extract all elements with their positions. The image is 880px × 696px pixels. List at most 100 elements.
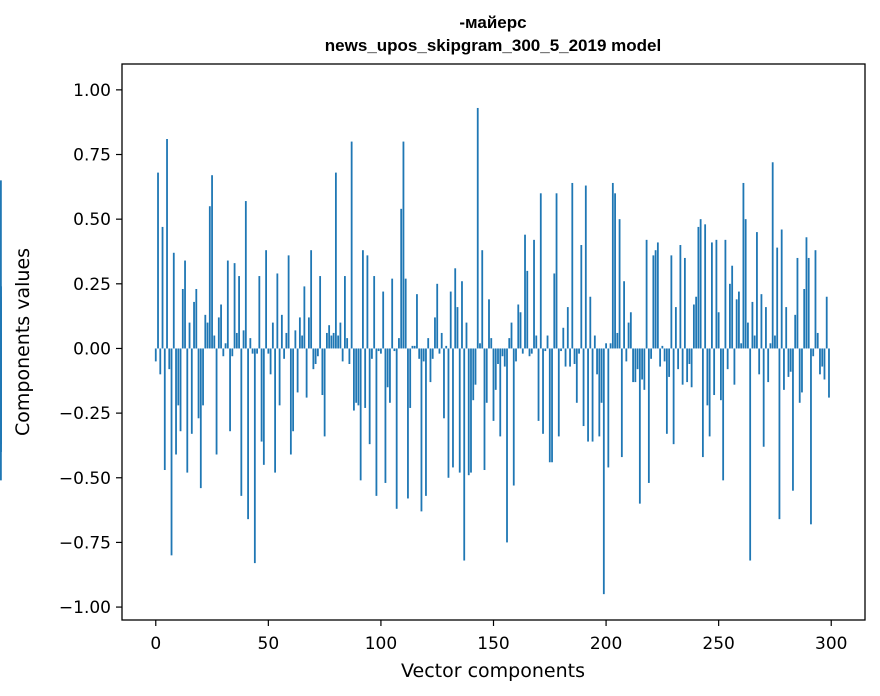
bar-101 [382, 291, 385, 349]
y-tick-label: −1.00 [59, 598, 111, 618]
bar-68 [307, 317, 310, 349]
bar-193 [589, 296, 592, 349]
bar-79 [332, 332, 335, 349]
bar-86 [348, 348, 351, 364]
bar-294 [816, 332, 819, 349]
bar-248 [713, 348, 716, 396]
bar-123 [431, 348, 434, 359]
bar-4 [163, 348, 166, 471]
bar-117 [418, 348, 421, 359]
bar-47 [260, 348, 263, 442]
bar-220 [650, 348, 653, 359]
bar-229 [670, 255, 673, 349]
bar-202 [609, 343, 612, 349]
bar-267 [756, 232, 758, 349]
bar-17 [193, 301, 195, 349]
bar-134 [456, 307, 459, 349]
bar-10 [177, 348, 180, 406]
bar-71 [314, 348, 317, 364]
bar-57 [283, 348, 286, 359]
bar-30 [222, 348, 225, 357]
x-tick-label: 300 [815, 634, 847, 654]
bar-64 [298, 317, 301, 349]
bar-188 [578, 348, 580, 354]
bar-3 [161, 226, 164, 349]
bar-291 [810, 348, 812, 525]
bar-61 [292, 348, 295, 432]
bar-252 [722, 348, 725, 481]
bar-280 [785, 307, 788, 349]
bar-115 [413, 345, 416, 349]
bar-214 [636, 348, 639, 370]
bar-14 [186, 348, 189, 473]
bar-268 [758, 348, 761, 375]
bar-208 [623, 281, 625, 349]
bar-218 [645, 239, 648, 349]
bar-55 [278, 348, 281, 406]
bar-254 [726, 348, 729, 370]
bar-279 [783, 348, 785, 390]
bar-36 [235, 332, 238, 349]
bar-54 [276, 273, 279, 349]
bar-114 [411, 345, 414, 349]
bar-282 [789, 348, 792, 372]
bar-209 [625, 348, 628, 362]
bar-160 [515, 348, 517, 362]
bar-63 [296, 348, 299, 393]
bar-137 [463, 348, 466, 561]
bar-165 [526, 270, 529, 349]
bar-197 [598, 348, 601, 437]
bar-152 [497, 348, 499, 364]
bar-59 [287, 255, 290, 349]
chart-subtitle: news_upos_skipgram_300_5_2019 model [325, 36, 661, 55]
bar-176 [551, 348, 553, 463]
bar-253 [724, 239, 727, 349]
bar-191 [584, 185, 587, 349]
bar-111 [404, 278, 407, 349]
bar-261 [742, 182, 745, 349]
bar-264 [749, 348, 752, 561]
bar-66 [303, 286, 306, 349]
bar-230 [672, 348, 675, 445]
bar-171 [539, 193, 542, 349]
bar-281 [787, 348, 790, 377]
bar-234 [681, 348, 684, 385]
bar-177 [553, 273, 556, 349]
bar-113 [409, 348, 412, 408]
bar-7 [170, 348, 173, 556]
bar-42 [249, 338, 252, 349]
bar-217 [643, 348, 646, 390]
bar-74 [321, 348, 324, 396]
bar-227 [665, 348, 668, 434]
bar-2 [159, 348, 162, 375]
bar-161 [517, 304, 520, 349]
bar-31 [224, 343, 227, 349]
bar-226 [663, 348, 666, 362]
bar-148 [488, 299, 490, 349]
bar-5 [166, 139, 168, 349]
bar-12 [181, 288, 184, 349]
bar-29 [220, 304, 222, 349]
bar-247 [711, 242, 713, 349]
bar-286 [798, 348, 801, 403]
y-tick-label: 0.75 [73, 146, 111, 166]
bar-118 [420, 348, 423, 512]
bar-25 [211, 175, 213, 349]
bar-56 [280, 314, 283, 349]
bar-189 [580, 245, 583, 349]
x-tick-label: 100 [365, 634, 397, 654]
y-axis-label: Components values [12, 248, 34, 436]
bar-13 [184, 260, 186, 349]
bar-146 [483, 348, 486, 471]
bar-242 [699, 219, 702, 349]
bar-269 [760, 294, 763, 349]
bar-215 [638, 348, 641, 504]
bar-249 [715, 239, 718, 349]
bar-105 [391, 278, 394, 349]
bar-284 [794, 314, 797, 349]
bar-240 [695, 296, 698, 349]
bar-283 [792, 348, 794, 491]
bar-257 [733, 348, 736, 385]
bar-18 [195, 288, 198, 349]
bar-222 [654, 250, 657, 349]
